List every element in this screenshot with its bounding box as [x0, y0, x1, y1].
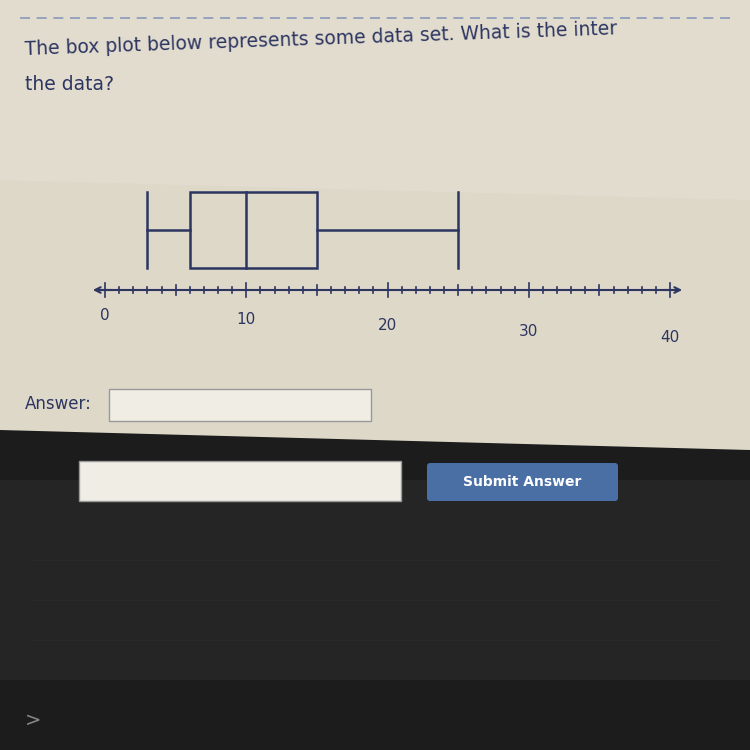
Text: 0: 0 — [100, 308, 109, 323]
FancyBboxPatch shape — [109, 389, 371, 421]
Text: 10: 10 — [237, 312, 256, 327]
FancyBboxPatch shape — [79, 461, 401, 501]
Bar — [190, 192, 316, 268]
Text: >: > — [25, 710, 41, 730]
Text: Submit Answer: Submit Answer — [463, 475, 581, 489]
Polygon shape — [0, 480, 750, 680]
Text: 40: 40 — [660, 330, 680, 345]
Polygon shape — [0, 0, 750, 450]
Text: Answer:: Answer: — [25, 395, 92, 413]
Text: 30: 30 — [519, 324, 538, 339]
Text: The box plot below represents some data set. What is the inter: The box plot below represents some data … — [25, 20, 618, 59]
Text: 20: 20 — [378, 318, 398, 333]
Text: the data?: the data? — [25, 75, 114, 94]
Polygon shape — [0, 430, 750, 750]
FancyBboxPatch shape — [427, 463, 618, 501]
Polygon shape — [0, 0, 750, 200]
